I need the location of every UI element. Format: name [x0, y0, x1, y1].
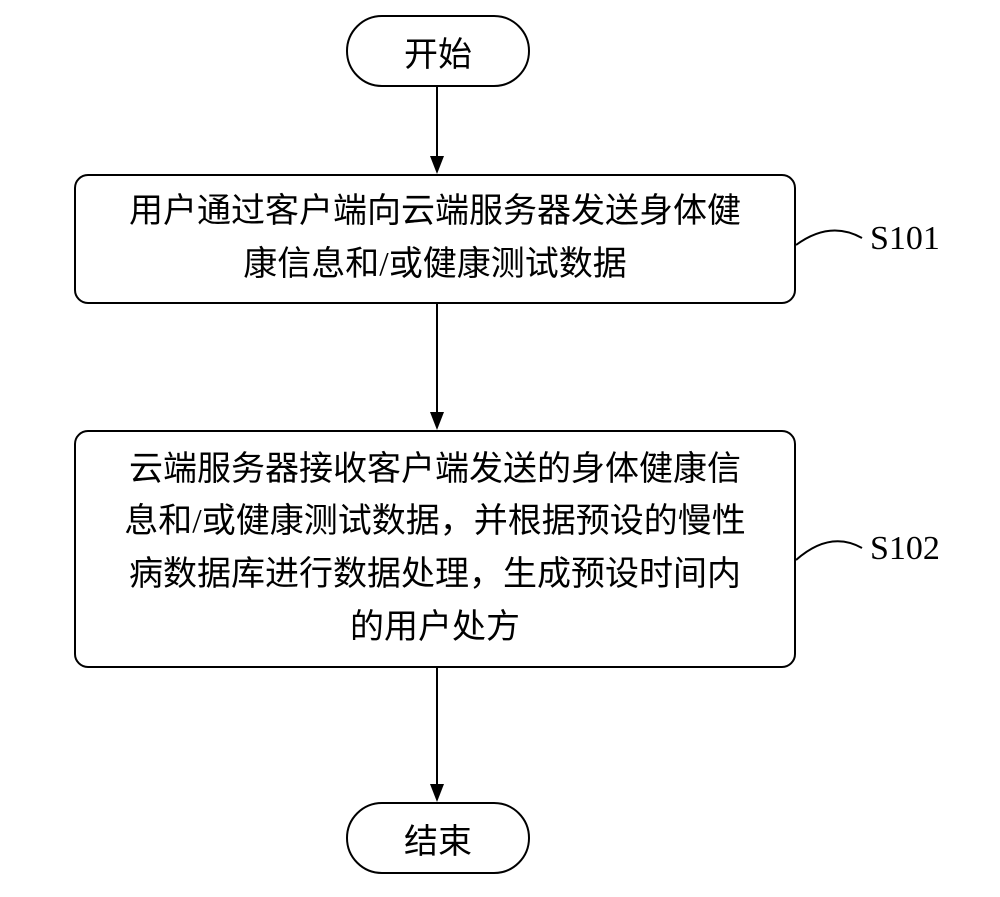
flowchart-canvas: 开始 用户通过客户端向云端服务器发送身体健康信息和/或健康测试数据 云端服务器接…	[0, 0, 1000, 897]
end-label: 结束	[404, 814, 472, 863]
step-label-s101-text: S101	[870, 220, 940, 257]
step-s101-node: 用户通过客户端向云端服务器发送身体健康信息和/或健康测试数据	[74, 174, 796, 304]
start-node: 开始	[346, 15, 530, 87]
step-label-s101: S101	[870, 220, 940, 258]
step-s102-text: 云端服务器接收客户端发送的身体健康信息和/或健康测试数据，并根据预设的慢性病数据…	[124, 444, 745, 655]
step-s102-node: 云端服务器接收客户端发送的身体健康信息和/或健康测试数据，并根据预设的慢性病数据…	[74, 430, 796, 668]
step-label-s102: S102	[870, 530, 940, 568]
step-label-s102-text: S102	[870, 530, 940, 567]
step-s101-text: 用户通过客户端向云端服务器发送身体健康信息和/或健康测试数据	[129, 186, 741, 291]
end-node: 结束	[346, 802, 530, 874]
start-label: 开始	[404, 27, 472, 76]
